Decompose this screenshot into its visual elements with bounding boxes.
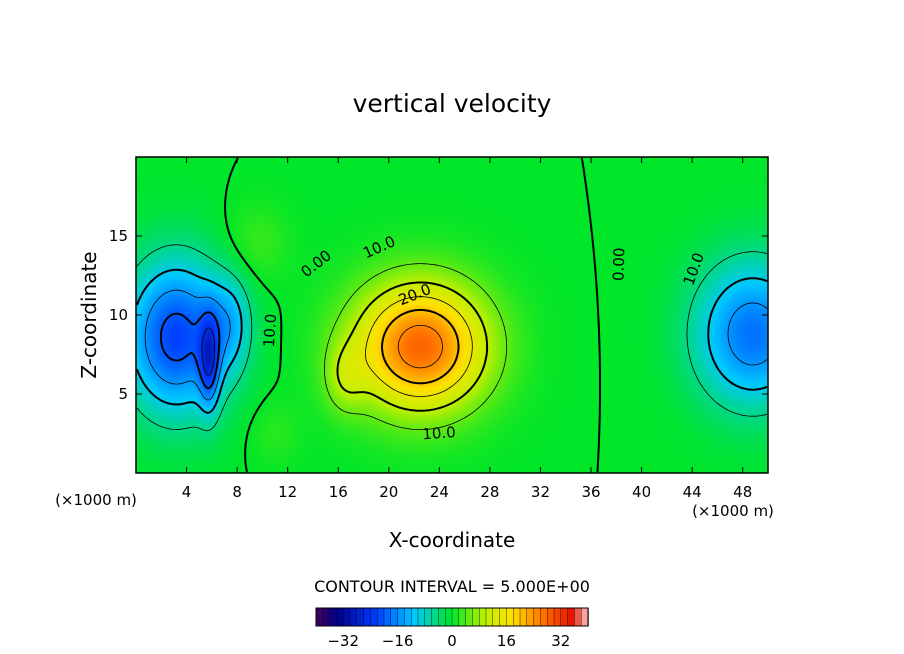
colorbar-swatch xyxy=(383,607,392,627)
colorbar-tick-label: −32 xyxy=(327,632,359,650)
x-tick-label: 12 xyxy=(278,483,297,501)
y-tick-label: 15 xyxy=(109,227,128,245)
x-unit-left: (×1000 m) xyxy=(55,491,137,509)
contour-level-15 xyxy=(365,296,473,397)
colorbar-swatch xyxy=(465,607,474,627)
colorbar-swatch xyxy=(560,607,569,627)
y-axis-label: Z-coordinate xyxy=(77,251,101,378)
colorbar-swatch xyxy=(581,607,589,627)
contour-level--20 xyxy=(159,311,221,390)
x-tick-label: 20 xyxy=(379,483,398,501)
x-tick-label: 24 xyxy=(430,483,449,501)
colorbar-swatch xyxy=(424,607,433,627)
colorbar-swatch xyxy=(506,607,514,627)
contour-label: 10.0 xyxy=(260,313,280,348)
colorbar-swatch xyxy=(540,607,548,627)
colorbar-swatch xyxy=(553,607,562,627)
contour-label: 10.0 xyxy=(422,423,457,443)
contour-interval-text: CONTOUR INTERVAL = 5.000E+00 xyxy=(314,577,590,596)
colorbar-swatch xyxy=(519,607,528,627)
x-tick-label: 28 xyxy=(480,483,499,501)
y-tick-label: 5 xyxy=(118,385,128,403)
contour-label: 0.00 xyxy=(609,247,628,281)
colorbar-swatch xyxy=(431,607,440,627)
colorbar-swatch xyxy=(438,607,446,627)
colorbar-swatch xyxy=(343,607,351,627)
chart-title: vertical velocity xyxy=(353,89,552,118)
x-tick-label: 16 xyxy=(329,483,348,501)
colorbar-tick-label: −16 xyxy=(382,632,414,650)
colorbar-ticks: −32 −16 0 16 32 xyxy=(327,632,570,650)
colorbar xyxy=(315,607,589,627)
contour-level--10 xyxy=(136,268,768,414)
x-unit-right: (×1000 m) xyxy=(692,502,774,520)
contour-level--5 xyxy=(136,244,768,432)
contour-level--25 xyxy=(201,327,216,376)
x-tick-label: 8 xyxy=(232,483,242,501)
contour-level-20 xyxy=(381,308,460,385)
x-tick-label: 44 xyxy=(683,483,702,501)
colorbar-swatch xyxy=(363,607,372,627)
colorbar-swatch xyxy=(377,607,385,627)
colorbar-swatch xyxy=(404,607,412,627)
colorbar-swatch xyxy=(349,607,358,627)
colorbar-swatch xyxy=(533,607,542,627)
colorbar-swatch xyxy=(472,607,480,627)
colorbar-swatch xyxy=(513,607,521,627)
colorbar-swatch xyxy=(417,607,426,627)
colorbar-swatch xyxy=(492,607,501,627)
colorbar-swatch xyxy=(356,607,365,627)
x-tick-label: 48 xyxy=(733,483,752,501)
contour-level-25 xyxy=(397,324,443,369)
colorbar-frame xyxy=(315,607,589,627)
colorbar-swatch xyxy=(499,607,508,627)
colorbar-swatch xyxy=(411,607,419,627)
colorbar-tick-label: 32 xyxy=(551,632,570,650)
colorbar-swatch xyxy=(370,607,378,627)
contour-labels: 0.00 10.020.010.00.00 10.010.0 xyxy=(260,232,708,443)
plot-area xyxy=(136,157,768,473)
colorbar-swatch xyxy=(451,607,460,627)
colorbar-swatch xyxy=(336,607,344,627)
x-axis-label: X-coordinate xyxy=(389,528,516,552)
x-axis-ticks: 4 8 12 16 20 24 28 32 36 40 44 48 xyxy=(182,157,752,501)
colorbar-swatch xyxy=(390,607,399,627)
contour-lines xyxy=(136,157,768,473)
colorbar-swatch xyxy=(567,607,576,627)
x-tick-label: 4 xyxy=(182,483,192,501)
colorbar-swatch xyxy=(322,607,331,627)
contour-level-10 xyxy=(336,281,489,412)
colorbar-swatch xyxy=(547,607,555,627)
y-tick-label: 10 xyxy=(109,306,128,324)
colorbar-tick-label: 16 xyxy=(497,632,516,650)
x-tick-label: 32 xyxy=(531,483,550,501)
colorbar-swatch xyxy=(458,607,467,627)
x-tick-label: 40 xyxy=(632,483,651,501)
colorbar-swatch xyxy=(526,607,535,627)
colorbar-swatch xyxy=(479,607,487,627)
contour-level-5 xyxy=(324,263,508,430)
colorbar-swatch xyxy=(445,607,453,627)
colorbar-swatch xyxy=(574,607,582,627)
y-axis-ticks: 5 10 15 xyxy=(109,227,768,403)
colorbar-swatch xyxy=(315,607,324,627)
colorbar-swatch xyxy=(397,607,406,627)
colorbar-tick-label: 0 xyxy=(447,632,457,650)
contour-level--15 xyxy=(144,289,768,401)
x-tick-label: 36 xyxy=(581,483,600,501)
colorbar-swatch xyxy=(329,607,338,627)
colorbar-swatch xyxy=(485,607,494,627)
